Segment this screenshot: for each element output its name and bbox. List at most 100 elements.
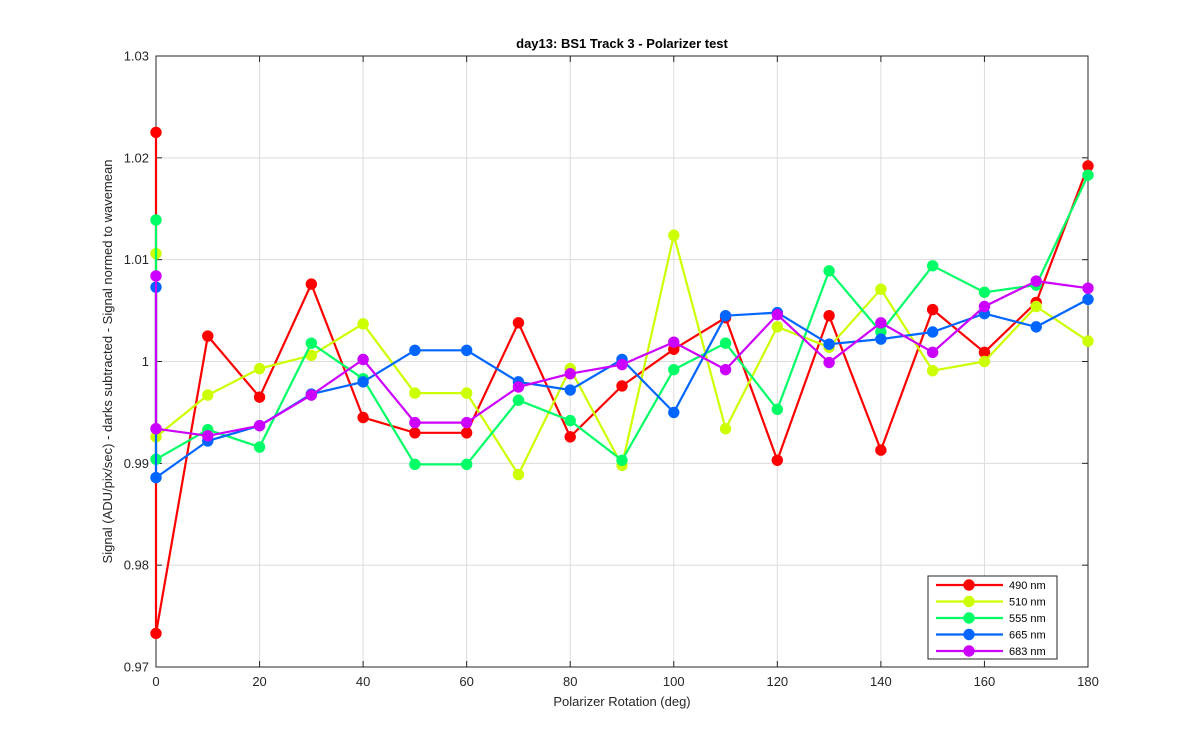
data-point [719, 363, 732, 376]
data-point [1082, 282, 1094, 294]
data-point [202, 330, 214, 342]
data-point [409, 344, 421, 356]
data-point [253, 362, 266, 375]
data-point [305, 389, 318, 401]
y-tick-label: 1.02 [124, 150, 149, 165]
legend-swatch-marker [963, 579, 975, 591]
legend-swatch-marker [963, 645, 975, 657]
data-point [460, 427, 473, 439]
data-point [460, 416, 473, 429]
data-point [1030, 321, 1042, 333]
data-point [409, 458, 421, 471]
data-point [978, 300, 991, 313]
data-point [512, 381, 525, 393]
data-point [875, 444, 887, 456]
legend-label: 510 nm [1009, 597, 1046, 609]
data-point [926, 326, 939, 338]
data-point [253, 391, 266, 403]
legend-item: 683 nm [936, 645, 1046, 658]
data-point [202, 389, 214, 401]
data-point [668, 229, 680, 241]
data-point [771, 308, 784, 321]
series-683-nm [150, 270, 1094, 442]
series-line [154, 234, 1089, 476]
series-555-nm [150, 169, 1094, 471]
x-tick-label: 20 [252, 674, 266, 689]
data-point [564, 414, 576, 427]
data-point [150, 471, 162, 484]
data-point [823, 309, 835, 322]
data-point [668, 406, 680, 419]
data-point [305, 278, 318, 290]
data-point [926, 303, 939, 316]
data-point [978, 286, 991, 298]
legend-label: 665 nm [1009, 630, 1046, 642]
series-group [150, 126, 1094, 640]
data-point [460, 387, 473, 399]
x-tick-label: 40 [356, 674, 370, 689]
data-point [202, 430, 214, 442]
y-tick-label: 1.03 [124, 49, 149, 64]
data-point [771, 403, 784, 416]
data-point [460, 458, 473, 471]
data-point [253, 419, 266, 432]
data-point [150, 270, 162, 282]
series-line [154, 174, 1089, 466]
axis-ticks: 0 20 40 60 80 100 120 140 160 180 0.97 0.98 0.99 1 1.0… [124, 49, 1099, 690]
data-point [150, 627, 162, 640]
legend-label: 490 nm [1009, 580, 1046, 592]
data-point [1082, 335, 1094, 347]
data-point [875, 333, 887, 345]
legend-item: 665 nm [936, 628, 1046, 642]
x-axis-label: Polarizer Rotation (deg) [553, 694, 690, 709]
data-point [150, 423, 162, 435]
data-point [512, 468, 525, 481]
data-point [409, 427, 421, 439]
x-tick-label: 140 [870, 674, 892, 689]
chart-title: day13: BS1 Track 3 - Polarizer test [516, 36, 728, 51]
data-point [1030, 275, 1042, 287]
legend-item: 510 nm [936, 595, 1046, 609]
data-point [771, 321, 784, 333]
data-point [305, 337, 318, 349]
data-point [150, 126, 162, 139]
data-point [357, 318, 369, 330]
data-point [616, 380, 628, 392]
x-tick-label: 180 [1077, 674, 1099, 689]
data-point [564, 368, 576, 380]
data-point [409, 416, 421, 429]
data-point [1030, 300, 1042, 313]
y-tick-label: 0.98 [124, 558, 149, 573]
data-point [253, 441, 266, 453]
data-point [512, 394, 525, 406]
data-point [719, 423, 732, 435]
data-point [564, 431, 576, 443]
data-point [823, 356, 835, 369]
y-tick-label: 0.97 [124, 660, 149, 675]
data-point [357, 411, 369, 424]
data-point [875, 317, 887, 329]
legend-label: 683 nm [1009, 646, 1046, 658]
y-tick-label: 1.01 [124, 252, 149, 267]
data-point [668, 336, 680, 348]
x-tick-label: 100 [663, 674, 685, 689]
y-axis-label: Signal (ADU/pix/sec) - darks subtracted … [100, 160, 115, 564]
data-point [150, 214, 162, 226]
x-tick-label: 0 [152, 674, 159, 689]
series-line [154, 276, 1089, 437]
data-point [926, 346, 939, 359]
data-point [926, 364, 939, 377]
data-point [926, 260, 939, 272]
data-point [460, 344, 473, 356]
data-point [616, 358, 628, 371]
data-point [719, 309, 732, 322]
legend-swatch-marker [963, 628, 975, 641]
x-tick-label: 60 [459, 674, 473, 689]
data-point [409, 387, 421, 399]
data-point [357, 376, 369, 388]
data-point [719, 337, 732, 349]
data-point [823, 265, 835, 277]
data-point [1082, 169, 1094, 181]
x-tick-label: 120 [766, 674, 788, 689]
